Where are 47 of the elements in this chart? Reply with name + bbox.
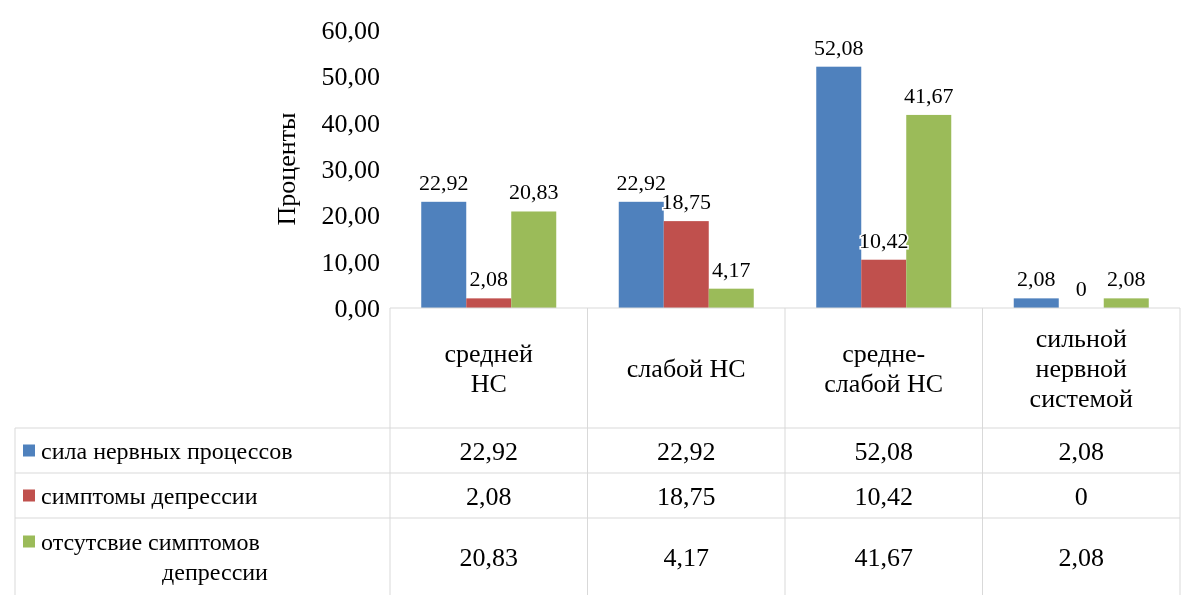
bar bbox=[1013, 298, 1059, 308]
x-tick-label: средне-слабой НС bbox=[824, 339, 944, 399]
bar bbox=[466, 298, 512, 308]
bar bbox=[1103, 298, 1149, 308]
data-label: 4,17 bbox=[663, 542, 709, 572]
y-tick-label: 10,00 bbox=[321, 247, 380, 277]
legend-label: сила нервных процессов bbox=[41, 437, 293, 464]
y-tick-label: 60,00 bbox=[321, 16, 380, 46]
data-label: 2,08 bbox=[466, 481, 512, 511]
bar bbox=[618, 201, 664, 308]
bar bbox=[708, 288, 754, 308]
data-label: 22,92 bbox=[657, 436, 716, 466]
text: 2,08 bbox=[1017, 266, 1056, 292]
bar bbox=[511, 211, 557, 308]
text: 2,08 bbox=[1107, 266, 1146, 292]
data-label: 2,08 bbox=[1058, 436, 1104, 466]
data-label: 41,67 bbox=[854, 542, 913, 572]
data-label: 2,08 bbox=[1058, 542, 1104, 572]
legend-label: отсутсвие симптомов депрессии bbox=[41, 528, 269, 585]
legend-label: симптомы депрессии bbox=[41, 482, 258, 509]
bar bbox=[663, 221, 709, 308]
text: 2,08 bbox=[469, 266, 508, 292]
data-label: 20,83 bbox=[459, 542, 518, 572]
text: 20,83 bbox=[509, 179, 559, 205]
y-tick-label: 0,00 bbox=[334, 294, 380, 324]
x-tick-label: сильной нервной системой bbox=[1029, 324, 1133, 414]
bar bbox=[861, 259, 907, 308]
x-tick-label: слабой НС bbox=[626, 354, 746, 384]
text: 0 bbox=[1075, 276, 1087, 301]
bar bbox=[421, 201, 467, 308]
data-label: 0 bbox=[1074, 481, 1088, 511]
x-tick-label: средней НС bbox=[444, 339, 533, 399]
data-label: 10,42 bbox=[854, 481, 913, 511]
text: 22,92 bbox=[419, 169, 469, 195]
bar bbox=[816, 66, 862, 308]
y-tick-label: 50,00 bbox=[321, 62, 380, 92]
text: 52,08 bbox=[814, 34, 864, 60]
y-tick-label: 40,00 bbox=[321, 108, 380, 138]
text: 4,17 bbox=[712, 256, 751, 282]
bar bbox=[906, 114, 952, 308]
y-axis-title: Проценты bbox=[272, 112, 301, 226]
data-label: 22,92 bbox=[459, 436, 518, 466]
data-label: 52,08 bbox=[854, 436, 913, 466]
y-tick-label: 30,00 bbox=[321, 155, 380, 185]
y-tick-label: 20,00 bbox=[321, 201, 380, 231]
text: 41,67 bbox=[904, 82, 954, 108]
data-label: 18,75 bbox=[657, 481, 716, 511]
